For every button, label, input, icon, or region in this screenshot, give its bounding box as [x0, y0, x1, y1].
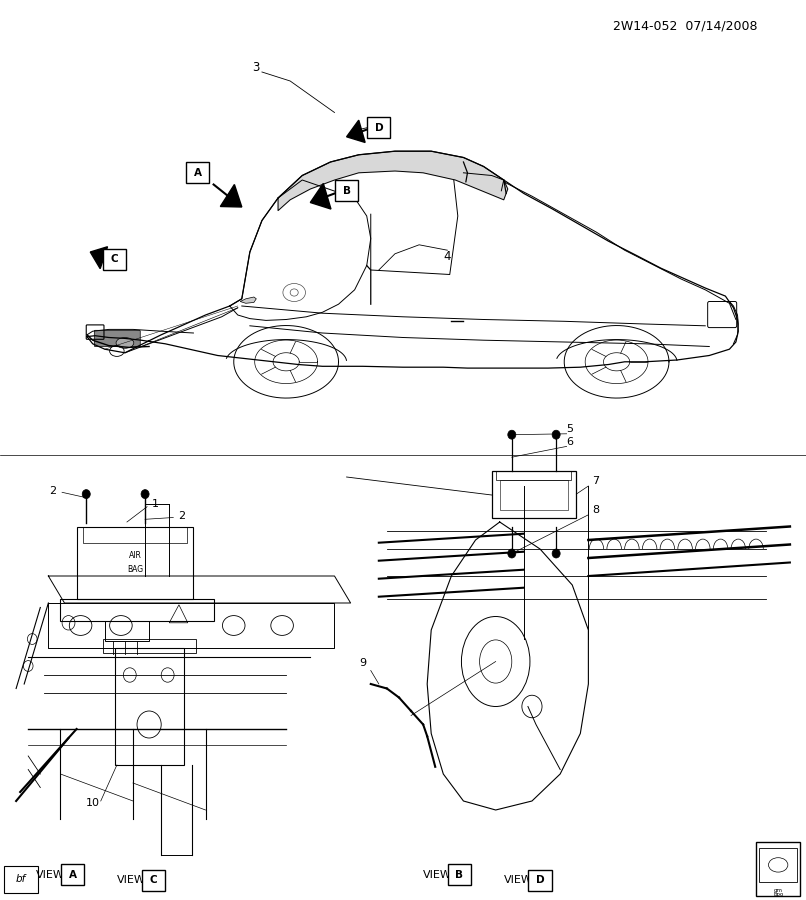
Text: 5: 5 — [567, 424, 574, 434]
Text: 6: 6 — [567, 436, 574, 446]
Bar — [105, 621, 149, 641]
Bar — [115, 648, 184, 765]
Bar — [492, 471, 576, 518]
Bar — [759, 848, 797, 882]
Polygon shape — [278, 151, 508, 211]
Polygon shape — [90, 247, 107, 268]
Bar — [496, 471, 571, 480]
Text: 10: 10 — [85, 797, 100, 807]
Bar — [83, 526, 187, 543]
Bar — [103, 248, 126, 270]
Text: VIEW: VIEW — [117, 875, 146, 886]
Circle shape — [508, 549, 516, 558]
Text: gm: gm — [774, 887, 783, 893]
Text: B: B — [343, 185, 351, 196]
Bar — [500, 480, 568, 510]
Circle shape — [82, 490, 90, 499]
Text: D: D — [536, 875, 544, 886]
Text: 1: 1 — [152, 499, 159, 509]
Text: 2: 2 — [178, 510, 185, 521]
Bar — [60, 598, 214, 621]
Text: 2: 2 — [49, 485, 56, 496]
Bar — [142, 869, 164, 891]
Bar — [77, 526, 193, 598]
Text: BAG: BAG — [127, 565, 143, 574]
Circle shape — [552, 430, 560, 439]
Text: 4: 4 — [443, 250, 451, 263]
Polygon shape — [347, 121, 365, 142]
Text: 2W14-052  07/14/2008: 2W14-052 07/14/2008 — [613, 20, 757, 32]
Polygon shape — [220, 184, 242, 207]
Text: VIEW: VIEW — [36, 869, 65, 880]
Text: AIR: AIR — [129, 551, 141, 560]
Text: D: D — [375, 122, 383, 133]
Bar — [103, 639, 196, 652]
Bar — [335, 180, 358, 202]
Text: A: A — [193, 167, 202, 178]
Bar — [61, 864, 84, 886]
Circle shape — [141, 490, 149, 499]
Text: 8: 8 — [592, 505, 600, 515]
Bar — [529, 869, 551, 891]
Circle shape — [552, 549, 560, 558]
Ellipse shape — [116, 338, 134, 348]
Bar — [368, 117, 390, 139]
Text: VIEW: VIEW — [423, 869, 452, 880]
Bar — [186, 162, 209, 184]
Text: C: C — [110, 254, 118, 265]
Text: bf: bf — [16, 874, 26, 885]
Text: bpo: bpo — [773, 892, 783, 897]
Bar — [4, 866, 38, 893]
Text: A: A — [69, 869, 77, 880]
Text: B: B — [455, 869, 463, 880]
Polygon shape — [240, 297, 256, 303]
Bar — [756, 842, 800, 896]
Circle shape — [508, 430, 516, 439]
Text: 3: 3 — [252, 61, 260, 74]
Text: C: C — [149, 875, 157, 886]
Bar — [448, 864, 471, 886]
Polygon shape — [310, 184, 331, 209]
Text: 7: 7 — [592, 476, 600, 486]
FancyBboxPatch shape — [94, 330, 140, 346]
Text: VIEW: VIEW — [504, 875, 533, 886]
Text: 9: 9 — [359, 658, 366, 668]
